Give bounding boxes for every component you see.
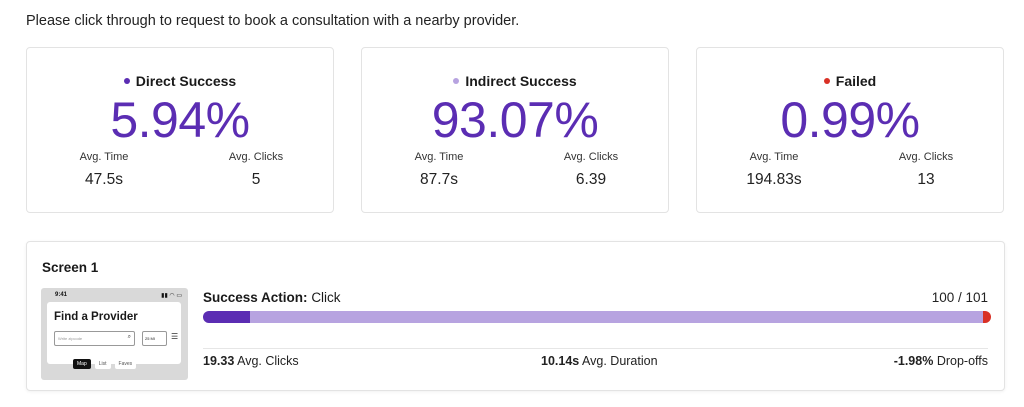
dropoffs-metric: -1.98% Drop-offs — [894, 354, 988, 368]
thumbnail-sheet: Find a Provider Write zipcode ⌕ 25 MI ☰ — [47, 302, 181, 364]
zip-placeholder: Write zipcode — [58, 336, 83, 341]
failed-card: Failed 0.99% Avg. Time 194.83s Avg. Clic… — [696, 47, 1004, 213]
thumbnail-status-time: 9:41 — [55, 292, 68, 298]
avg-time-label: Avg. Time — [79, 151, 129, 163]
avg-clicks-value: 13 — [917, 171, 935, 188]
divider — [203, 348, 988, 349]
search-icon: ⌕ — [127, 334, 131, 340]
avg-time-value: 47.5s — [85, 171, 123, 188]
avg-duration-metric-label: Avg. Duration — [582, 354, 658, 368]
indirect-success-card: Indirect Success 93.07% Avg. Time 87.7s … — [361, 47, 669, 213]
avg-clicks-value: 5 — [251, 171, 261, 188]
progress-segment-direct — [203, 311, 250, 323]
avg-clicks-stat: Avg. Clicks 5 — [206, 151, 306, 189]
failed-dot-icon — [823, 78, 830, 85]
avg-duration-metric-value: 10.14s — [541, 354, 580, 368]
card-title: Failed — [835, 73, 877, 89]
thumbnail-tab-list: List — [94, 359, 111, 369]
avg-duration-metric: 10.14s Avg. Duration — [541, 354, 658, 368]
dropoffs-metric-value: -1.98% — [893, 354, 934, 368]
card-header: Direct Success — [27, 73, 333, 89]
direct-success-card: Direct Success 5.94% Avg. Time 47.5s Avg… — [26, 47, 334, 213]
avg-time-label: Avg. Time — [414, 151, 464, 163]
status-bar-icons: ▮▮ ◠ ▭ — [161, 293, 182, 299]
avg-time-stat: Avg. Time 87.7s — [389, 151, 489, 189]
card-percentage: 93.07% — [431, 92, 599, 148]
avg-clicks-label: Avg. Clicks — [228, 151, 284, 163]
progress-segment-failed — [983, 311, 991, 323]
miles-value: 25 MI — [145, 336, 156, 341]
avg-clicks-metric: 19.33 Avg. Clicks — [203, 354, 299, 368]
thumbnail-heading: Find a Provider — [54, 311, 138, 323]
thumbnail-zip-field: Write zipcode ⌕ — [54, 331, 135, 346]
avg-clicks-label: Avg. Clicks — [563, 151, 619, 163]
avg-time-value: 194.83s — [746, 171, 802, 188]
avg-clicks-metric-label: Avg. Clicks — [237, 354, 299, 368]
card-percentage: 5.94% — [110, 92, 250, 148]
card-title: Indirect Success — [465, 73, 577, 89]
success-action-label: Success Action: — [203, 290, 308, 305]
avg-clicks-metric-value: 19.33 — [203, 354, 235, 368]
participant-count: 100 / 101 — [931, 290, 988, 305]
avg-clicks-stat: Avg. Clicks 6.39 — [541, 151, 641, 189]
avg-time-value: 87.7s — [420, 171, 458, 188]
card-header: Indirect Success — [362, 73, 668, 89]
avg-time-stat: Avg. Time 47.5s — [54, 151, 154, 189]
filter-icon: ☰ — [171, 332, 179, 341]
thumbnail-tab-faves: Faves — [114, 359, 137, 369]
thumbnail-miles-select: 25 MI — [142, 331, 167, 346]
progress-segment-indirect — [249, 311, 984, 323]
thumbnail-tabs: Map List Faves — [73, 359, 137, 369]
thumbnail-tab-map: Map — [73, 359, 91, 369]
avg-clicks-stat: Avg. Clicks 13 — [876, 151, 976, 189]
screen-thumbnail[interactable]: 9:41 ▮▮ ◠ ▭ Find a Provider Write zipcod… — [41, 288, 188, 380]
avg-time-label: Avg. Time — [749, 151, 799, 163]
result-progress-bar[interactable] — [203, 311, 991, 323]
indirect-success-dot-icon — [453, 78, 460, 85]
dropoffs-metric-label: Drop-offs — [936, 354, 988, 368]
avg-clicks-value: 6.39 — [575, 171, 607, 188]
success-action-value: Click — [311, 290, 341, 305]
card-percentage: 0.99% — [780, 92, 920, 148]
avg-time-stat: Avg. Time 194.83s — [724, 151, 824, 189]
card-title: Direct Success — [135, 73, 237, 89]
direct-success-dot-icon — [123, 78, 130, 85]
success-action: Success Action: Click — [203, 290, 341, 305]
avg-clicks-label: Avg. Clicks — [898, 151, 954, 163]
screen-title: Screen 1 — [42, 260, 99, 275]
card-header: Failed — [697, 73, 1003, 89]
screen-panel: Screen 1 9:41 ▮▮ ◠ ▭ Find a Provider Wri… — [26, 241, 1005, 391]
task-instruction: Please click through to request to book … — [26, 13, 520, 29]
